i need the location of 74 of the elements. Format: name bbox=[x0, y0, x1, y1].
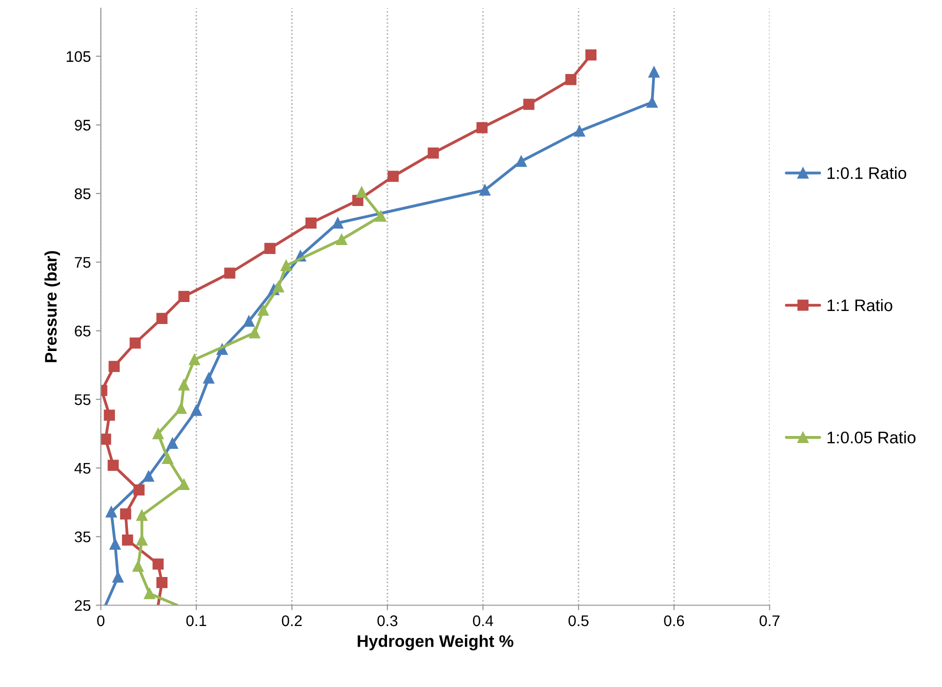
point bbox=[188, 354, 200, 366]
point bbox=[264, 242, 276, 254]
legend-label: 1:0.1 Ratio bbox=[828, 166, 906, 180]
y-tick-label: 95 bbox=[74, 120, 90, 131]
point bbox=[108, 360, 120, 372]
point bbox=[178, 478, 190, 490]
x-tick-label: 0.4 bbox=[472, 615, 494, 626]
point bbox=[132, 560, 144, 572]
point bbox=[332, 217, 344, 229]
point bbox=[280, 260, 292, 272]
point bbox=[133, 484, 145, 496]
point bbox=[388, 170, 399, 182]
point bbox=[136, 534, 148, 546]
y-tick-label: 65 bbox=[74, 326, 90, 336]
point bbox=[156, 577, 168, 588]
x-tick-label: 0.7 bbox=[760, 615, 780, 626]
point bbox=[122, 534, 134, 546]
point bbox=[305, 217, 317, 229]
point bbox=[565, 74, 576, 86]
point bbox=[152, 558, 164, 570]
point bbox=[178, 290, 190, 302]
x-tick-label: 0.5 bbox=[568, 615, 588, 626]
x-tick-label: 0.2 bbox=[282, 615, 302, 626]
point bbox=[152, 428, 164, 440]
y-tick-label: 85 bbox=[74, 188, 90, 200]
point bbox=[104, 410, 115, 421]
point bbox=[648, 66, 660, 78]
point bbox=[156, 312, 168, 324]
point bbox=[272, 281, 284, 292]
x-tick-label: 0.3 bbox=[377, 615, 398, 626]
point bbox=[190, 404, 202, 416]
point bbox=[574, 126, 586, 137]
point bbox=[108, 460, 119, 471]
point bbox=[336, 234, 348, 246]
point bbox=[136, 510, 148, 521]
point bbox=[523, 98, 534, 110]
point bbox=[110, 538, 121, 550]
point bbox=[646, 96, 658, 108]
point bbox=[178, 379, 190, 391]
y-tick-label: 105 bbox=[66, 51, 90, 62]
point bbox=[175, 402, 187, 414]
point bbox=[479, 184, 490, 196]
point bbox=[112, 572, 124, 583]
point bbox=[224, 268, 236, 279]
point bbox=[166, 438, 178, 449]
y-tick-label: 25 bbox=[74, 600, 90, 611]
point bbox=[585, 49, 596, 60]
x-axis-title: Hydrogen Weight % bbox=[358, 634, 514, 650]
point bbox=[356, 186, 368, 198]
point bbox=[249, 327, 260, 338]
y-tick-label: 45 bbox=[74, 463, 90, 474]
x-tick-label: 0 bbox=[97, 615, 104, 626]
y-axis-title: Pressure (bar) bbox=[44, 251, 60, 362]
point bbox=[258, 304, 269, 316]
point bbox=[203, 372, 214, 384]
point bbox=[243, 316, 254, 327]
point bbox=[375, 210, 386, 222]
point bbox=[106, 506, 117, 518]
y-tick-label: 35 bbox=[74, 531, 90, 542]
x-tick-label: 0.6 bbox=[664, 615, 684, 626]
legend-label: 1:0.05 Ratio bbox=[828, 431, 916, 444]
legend-label: 1:1 Ratio bbox=[828, 298, 892, 312]
point bbox=[120, 508, 132, 520]
point bbox=[162, 452, 174, 464]
point bbox=[428, 147, 439, 159]
point bbox=[100, 434, 112, 445]
point bbox=[144, 588, 156, 600]
point bbox=[516, 156, 527, 167]
point bbox=[130, 338, 141, 349]
point bbox=[476, 122, 488, 134]
y-tick-label: 75 bbox=[74, 257, 90, 268]
point bbox=[143, 470, 154, 482]
y-tick-label: 55 bbox=[74, 394, 90, 406]
x-tick-label: 0.1 bbox=[186, 615, 206, 626]
